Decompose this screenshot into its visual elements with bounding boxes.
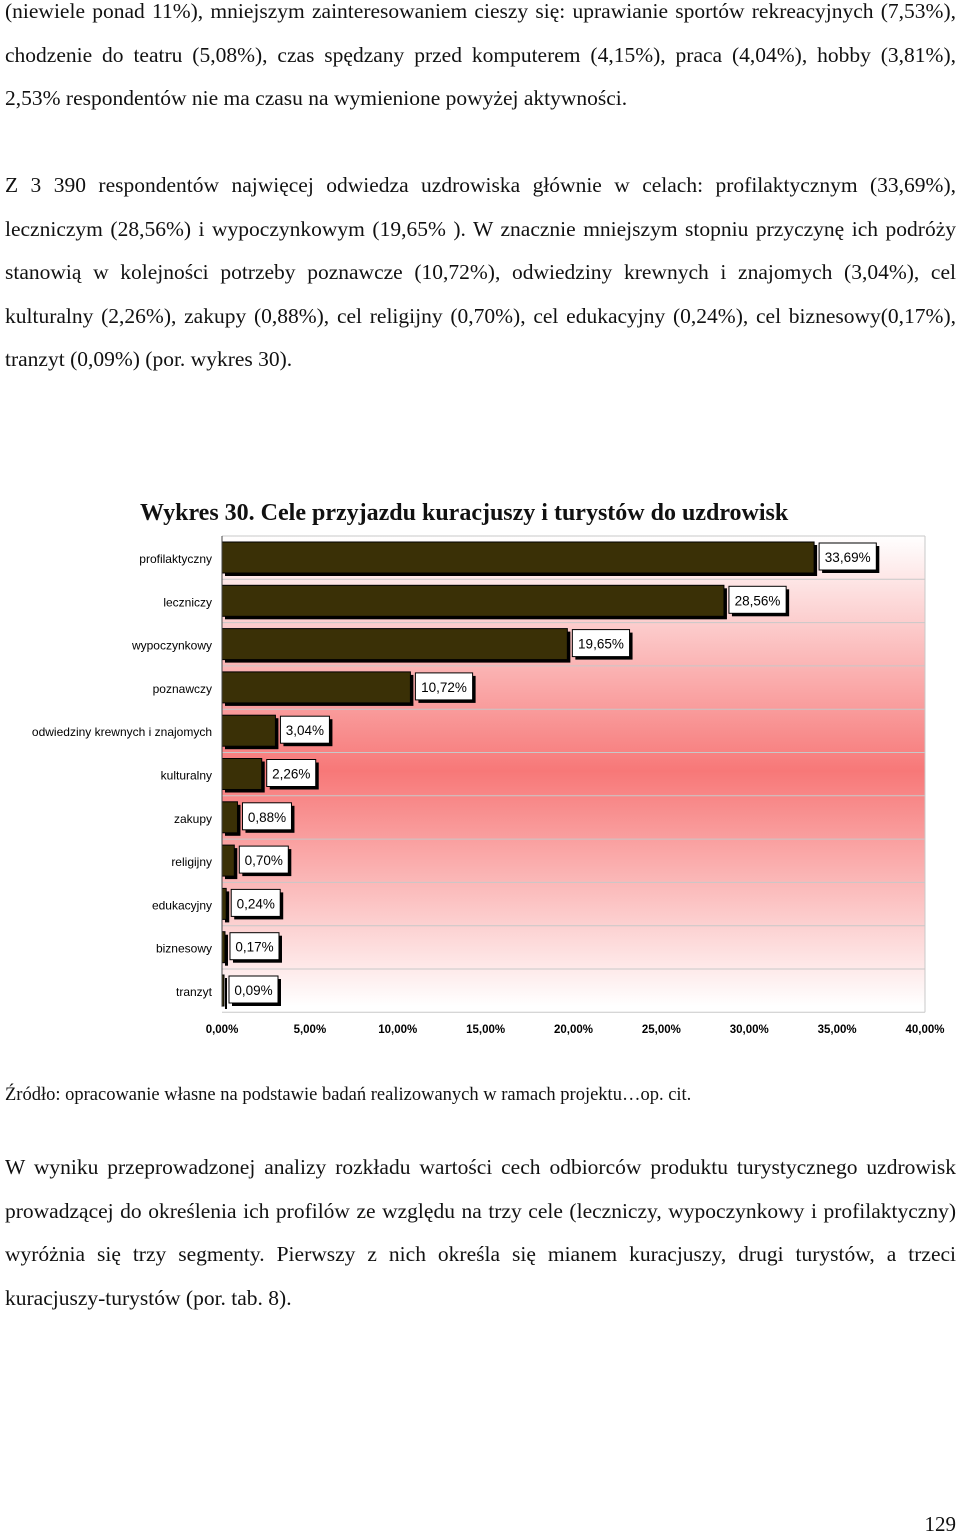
category-label: kulturalny	[161, 769, 212, 783]
category-label: wypoczynkowy	[131, 639, 212, 653]
data-label: 0,17%	[235, 940, 273, 955]
bar	[221, 628, 568, 661]
data-label-box	[230, 888, 281, 917]
bar	[221, 758, 263, 790]
bar	[221, 844, 235, 877]
category-label: zakupy	[174, 812, 212, 826]
data-label-box	[229, 932, 280, 961]
x-tick-label: 35,00%	[818, 1024, 857, 1036]
data-label: 3,04%	[286, 723, 324, 738]
bar-shadow	[225, 978, 227, 1009]
data-label: 0,88%	[248, 810, 286, 825]
paragraph-travel-purposes: Z 3 390 respondentów najwięcej odwiedza …	[5, 173, 956, 371]
x-tick-label: 30,00%	[730, 1024, 769, 1036]
bar-chart: 33,69% 28,56% 19,65% 10,72% 3,04% 2,26% 0,88% 0…	[32, 535, 945, 1036]
bar	[221, 887, 227, 920]
x-tick-label: 10,00%	[378, 1024, 417, 1036]
data-label: 2,26%	[272, 767, 310, 782]
category-labels: profilaktyczny leczniczy wypoczynkowy pozna…	[32, 552, 213, 999]
bar-shadow	[225, 891, 230, 923]
data-labels: 33,69% 28,56% 19,65% 10,72% 3,04% 2,26% 0,88% 0…	[228, 542, 880, 1006]
x-tick-label: 15,00%	[466, 1024, 505, 1036]
category-label: profilaktyczny	[139, 552, 212, 566]
data-label-box	[279, 715, 330, 744]
data-label: 19,65%	[578, 637, 624, 652]
category-label: religijny	[171, 855, 212, 869]
bar	[221, 671, 411, 704]
data-label-box	[571, 629, 631, 658]
category-label: odwiedziny krewnych i znajomych	[32, 725, 212, 739]
chart-title: Wykres 30. Cele przyjazdu kuracjuszy i t…	[140, 500, 789, 526]
data-label-box	[266, 759, 317, 787]
data-label-box	[228, 975, 279, 1004]
source-note: Źródło: opracowanie własne na podstawie …	[5, 1085, 692, 1105]
x-tick-label: 0,00%	[206, 1024, 239, 1036]
data-label: 33,69%	[825, 550, 871, 565]
data-label: 0,70%	[245, 853, 283, 868]
page-number: 129	[924, 1512, 957, 1536]
data-label-box	[818, 542, 877, 571]
category-label: tranzyt	[176, 985, 213, 999]
data-label: 0,24%	[237, 896, 275, 911]
data-label-box	[241, 802, 292, 831]
bar	[221, 541, 815, 574]
data-label-box	[414, 672, 474, 701]
data-label: 28,56%	[735, 593, 781, 608]
bar-shadow	[225, 934, 228, 966]
bars	[221, 541, 818, 1009]
category-label: poznawczy	[153, 682, 212, 696]
paragraph-intro: (niewiele ponad 11%), mniejszym zaintere…	[5, 0, 956, 110]
category-label: leczniczy	[163, 595, 212, 609]
category-label: edukacyjny	[152, 898, 212, 912]
data-label: 0,09%	[234, 983, 272, 998]
bar	[221, 714, 276, 747]
x-tick-label: 40,00%	[905, 1024, 944, 1036]
grid-lines	[222, 535, 926, 1013]
x-tick-label: 5,00%	[294, 1024, 327, 1036]
paragraph-segments: W wyniku przeprowadzonej analizy rozkład…	[5, 1155, 956, 1310]
data-label-box	[238, 845, 289, 874]
x-axis-tick-labels: 0,00% 5,00% 10,00% 15,00% 20,00% 25,00% 30,00%…	[206, 1024, 945, 1036]
x-tick-label: 25,00%	[642, 1024, 681, 1036]
data-label: 10,72%	[421, 680, 467, 695]
category-label: biznesowy	[156, 942, 212, 956]
bar	[221, 801, 238, 834]
bar	[221, 584, 725, 617]
data-label-box	[728, 585, 787, 614]
x-tick-label: 20,00%	[554, 1024, 593, 1036]
